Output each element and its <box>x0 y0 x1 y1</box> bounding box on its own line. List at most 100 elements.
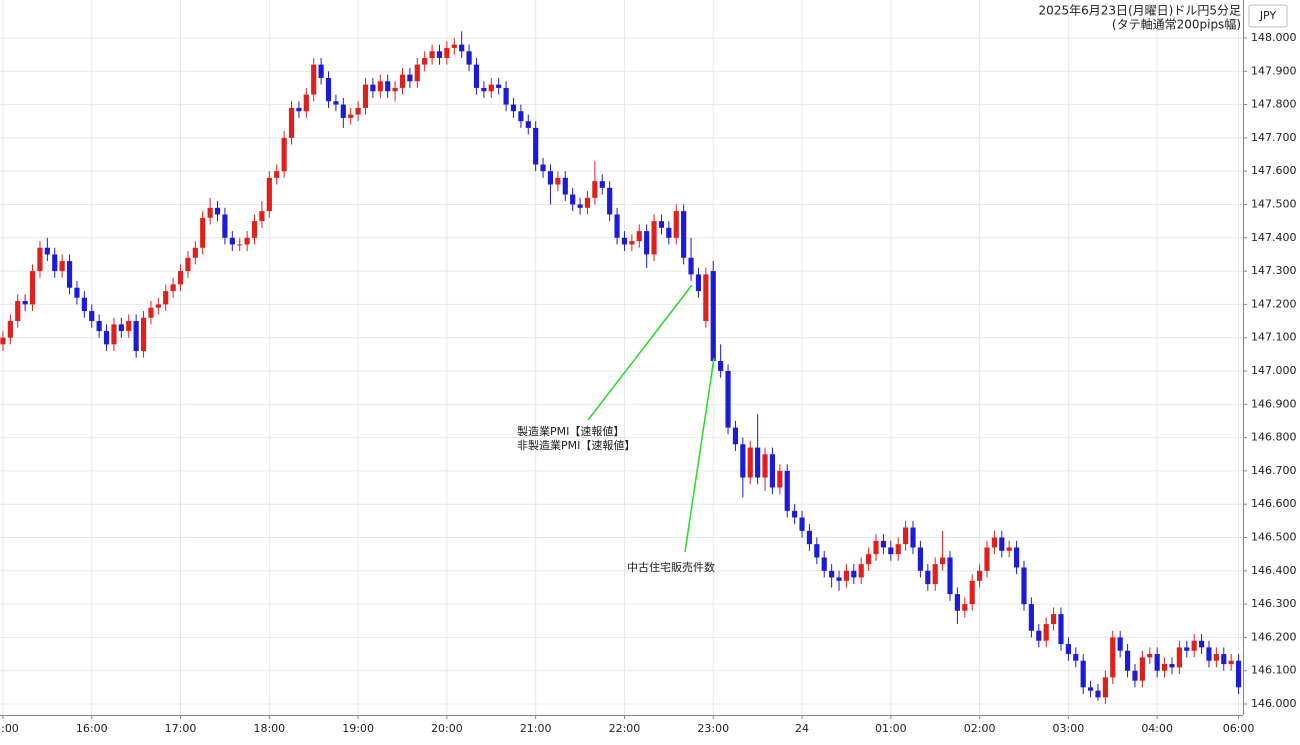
y-tick-label: 147.600 <box>1251 164 1297 177</box>
candle-body <box>451 44 457 48</box>
y-tick-label: 148.000 <box>1251 31 1297 44</box>
candle-body <box>436 51 443 58</box>
candle-body <box>237 244 243 246</box>
candle-body <box>96 321 102 332</box>
candle-body <box>1228 660 1234 665</box>
x-tick-label: 22:00 <box>609 722 641 735</box>
x-tick-label: 03:00 <box>1053 722 1085 735</box>
candle-body <box>177 271 184 285</box>
candle-body <box>362 84 369 108</box>
currency-label: JPY <box>1259 9 1277 22</box>
candle-body <box>1191 640 1197 651</box>
candle-body <box>185 257 191 272</box>
candle-body <box>59 261 65 272</box>
candle-body <box>695 274 702 292</box>
candle-body <box>89 311 95 322</box>
annotation: 中古住宅販売件数 <box>627 560 715 574</box>
candle-body <box>732 427 739 445</box>
candle-body <box>999 537 1005 551</box>
y-tick-label: 147.400 <box>1251 231 1297 244</box>
candle-body <box>1235 660 1242 688</box>
candle-body <box>7 321 13 338</box>
candle-body <box>259 211 265 222</box>
candle-body <box>932 564 938 585</box>
candle-body <box>925 570 931 585</box>
candle-body <box>533 127 539 165</box>
candle-body <box>1051 614 1057 625</box>
candle-body <box>22 301 28 305</box>
candle-body <box>570 194 576 205</box>
candle-body <box>851 570 857 578</box>
candle-body <box>1184 647 1190 651</box>
y-tick-label: 147.100 <box>1251 331 1297 344</box>
x-tick-label: 04:00 <box>1141 722 1173 735</box>
candle-body <box>52 254 58 272</box>
candle-body <box>821 557 827 571</box>
candle-body <box>1221 654 1227 665</box>
candle-body <box>1080 660 1086 688</box>
candle-body <box>1213 654 1219 661</box>
candle-body <box>1021 567 1027 605</box>
candle-body <box>584 197 591 208</box>
candle-body <box>577 204 583 208</box>
candle-body <box>710 271 716 361</box>
candle-body <box>126 321 132 332</box>
candle-body <box>843 570 850 581</box>
candle-body <box>1043 624 1049 641</box>
candle-body <box>466 51 472 65</box>
candle-body <box>880 540 887 548</box>
candle-body <box>866 554 872 565</box>
candle-body <box>547 171 554 185</box>
candle-body <box>836 577 842 581</box>
candle-body <box>0 337 6 345</box>
candle-body <box>954 594 960 611</box>
x-tick-label: 16:00 <box>76 722 108 735</box>
x-tick-label: 23:00 <box>697 722 729 735</box>
candle-body <box>325 77 332 102</box>
candle-body <box>592 181 598 198</box>
candle-body <box>991 537 997 548</box>
candle-body <box>814 544 820 558</box>
candle-body <box>118 324 124 332</box>
candle-body <box>140 317 147 352</box>
candle-body <box>1169 664 1175 668</box>
candle-body <box>1147 654 1153 658</box>
candle-body <box>747 447 753 478</box>
candle-body <box>673 211 679 238</box>
y-tick-label: 146.800 <box>1251 431 1297 444</box>
candle-body <box>607 187 613 215</box>
candle-body <box>481 87 487 92</box>
y-tick-label: 147.800 <box>1251 98 1297 111</box>
candle-body <box>407 74 413 82</box>
candle-body <box>917 547 924 571</box>
candle-body <box>44 247 50 255</box>
candle-body <box>81 297 87 312</box>
candle-body <box>1132 670 1138 681</box>
candle-body <box>155 304 161 308</box>
candle-body <box>806 530 813 545</box>
candle-body <box>207 207 213 218</box>
candle-body <box>1176 647 1182 668</box>
candle-body <box>666 227 672 238</box>
candle-body <box>1139 657 1145 681</box>
candle-body <box>496 84 502 88</box>
x-tick-label: 21:00 <box>520 722 552 735</box>
candle-body <box>1095 690 1101 698</box>
candle-body <box>288 107 295 138</box>
y-tick-label: 147.200 <box>1251 297 1297 310</box>
candle-body <box>503 87 509 105</box>
candle-body <box>200 217 206 248</box>
x-tick-label: 15:00 <box>0 722 19 735</box>
candle-body <box>29 271 36 305</box>
candle-body <box>1154 654 1160 671</box>
candle-body <box>518 111 524 122</box>
candle-body <box>370 84 376 92</box>
y-tick-label: 146.400 <box>1251 564 1297 577</box>
candle-body <box>214 207 221 215</box>
candle-body <box>488 84 494 92</box>
candle-body <box>621 237 628 245</box>
candle-body <box>163 291 169 305</box>
chart-title: 2025年6月23日(月曜日)ドル円5分足 <box>1039 4 1241 18</box>
candle-body <box>1058 614 1064 645</box>
